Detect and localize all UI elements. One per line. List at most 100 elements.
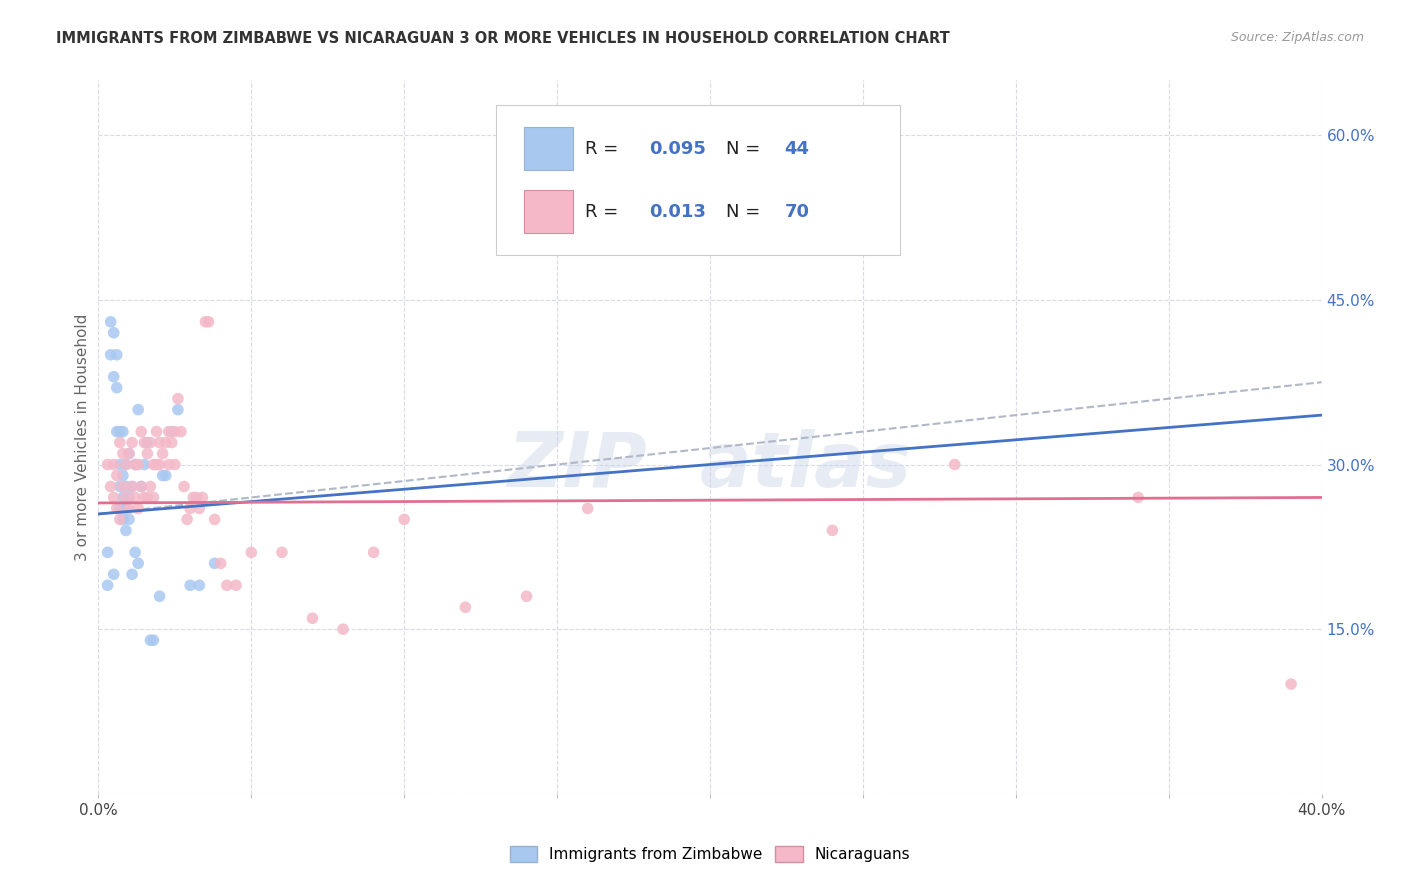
- Point: [163, 425, 186, 439]
- Text: N =: N =: [725, 202, 766, 220]
- Point: [105, 468, 128, 483]
- Point: [100, 348, 122, 362]
- Point: [105, 348, 128, 362]
- Point: [118, 501, 141, 516]
- Point: [115, 524, 138, 538]
- Point: [118, 512, 141, 526]
- Point: [127, 402, 149, 417]
- Point: [163, 458, 186, 472]
- Point: [392, 512, 416, 526]
- Point: [121, 567, 143, 582]
- Point: [124, 545, 146, 559]
- Bar: [524, 128, 574, 170]
- Point: [167, 402, 190, 417]
- Point: [160, 435, 183, 450]
- Point: [103, 369, 125, 384]
- Point: [270, 545, 292, 559]
- Point: [136, 446, 159, 460]
- Point: [194, 315, 217, 329]
- Point: [121, 435, 143, 450]
- Point: [142, 491, 165, 505]
- Point: [149, 458, 172, 472]
- Point: [181, 491, 204, 505]
- Point: [454, 600, 477, 615]
- Bar: [524, 190, 574, 233]
- Point: [204, 557, 226, 571]
- Point: [176, 512, 198, 526]
- Point: [160, 425, 183, 439]
- Point: [111, 491, 134, 505]
- Text: R =: R =: [585, 140, 624, 158]
- Legend: Immigrants from Zimbabwe, Nicaraguans: Immigrants from Zimbabwe, Nicaraguans: [503, 840, 917, 868]
- Point: [121, 479, 143, 493]
- Point: [127, 458, 149, 472]
- Point: [240, 545, 263, 559]
- Point: [157, 458, 180, 472]
- Point: [108, 435, 131, 450]
- Point: [209, 557, 232, 571]
- Point: [225, 578, 247, 592]
- Point: [149, 589, 172, 603]
- Point: [124, 491, 146, 505]
- Point: [363, 545, 385, 559]
- FancyBboxPatch shape: [496, 105, 900, 255]
- Point: [1128, 491, 1150, 505]
- Point: [103, 458, 125, 472]
- Point: [197, 315, 219, 329]
- Point: [115, 501, 138, 516]
- Point: [103, 567, 125, 582]
- Point: [111, 425, 134, 439]
- Point: [155, 468, 177, 483]
- Point: [127, 501, 149, 516]
- Point: [145, 425, 167, 439]
- Text: IMMIGRANTS FROM ZIMBABWE VS NICARAGUAN 3 OR MORE VEHICLES IN HOUSEHOLD CORRELATI: IMMIGRANTS FROM ZIMBABWE VS NICARAGUAN 3…: [56, 31, 950, 46]
- Point: [576, 501, 599, 516]
- Point: [152, 468, 174, 483]
- Point: [121, 479, 143, 493]
- Point: [115, 458, 138, 472]
- Text: ZIP  atlas: ZIP atlas: [508, 429, 912, 502]
- Point: [191, 491, 214, 505]
- Text: N =: N =: [725, 140, 766, 158]
- Point: [108, 458, 131, 472]
- Point: [129, 479, 152, 493]
- Point: [108, 425, 131, 439]
- Point: [152, 446, 174, 460]
- Point: [124, 458, 146, 472]
- Point: [108, 512, 131, 526]
- Point: [111, 479, 134, 493]
- Point: [134, 458, 156, 472]
- Y-axis label: 3 or more Vehicles in Household: 3 or more Vehicles in Household: [75, 313, 90, 561]
- Point: [115, 458, 138, 472]
- Text: Source: ZipAtlas.com: Source: ZipAtlas.com: [1230, 31, 1364, 45]
- Text: R =: R =: [585, 202, 624, 220]
- Point: [139, 435, 162, 450]
- Point: [129, 479, 152, 493]
- Point: [516, 589, 538, 603]
- Text: 0.095: 0.095: [650, 140, 706, 158]
- Point: [155, 435, 177, 450]
- Point: [179, 578, 201, 592]
- Point: [821, 524, 844, 538]
- Point: [332, 622, 354, 636]
- Point: [170, 425, 193, 439]
- Point: [97, 458, 120, 472]
- Point: [136, 435, 159, 450]
- Point: [108, 501, 131, 516]
- Point: [97, 545, 120, 559]
- Point: [105, 425, 128, 439]
- Point: [118, 446, 141, 460]
- Point: [204, 512, 226, 526]
- Point: [142, 633, 165, 648]
- Point: [105, 381, 128, 395]
- Point: [105, 501, 128, 516]
- Point: [173, 479, 195, 493]
- Point: [111, 468, 134, 483]
- Point: [157, 425, 180, 439]
- Point: [129, 425, 152, 439]
- Point: [188, 578, 211, 592]
- Point: [1279, 677, 1302, 691]
- Point: [139, 633, 162, 648]
- Point: [179, 501, 201, 516]
- Point: [134, 435, 156, 450]
